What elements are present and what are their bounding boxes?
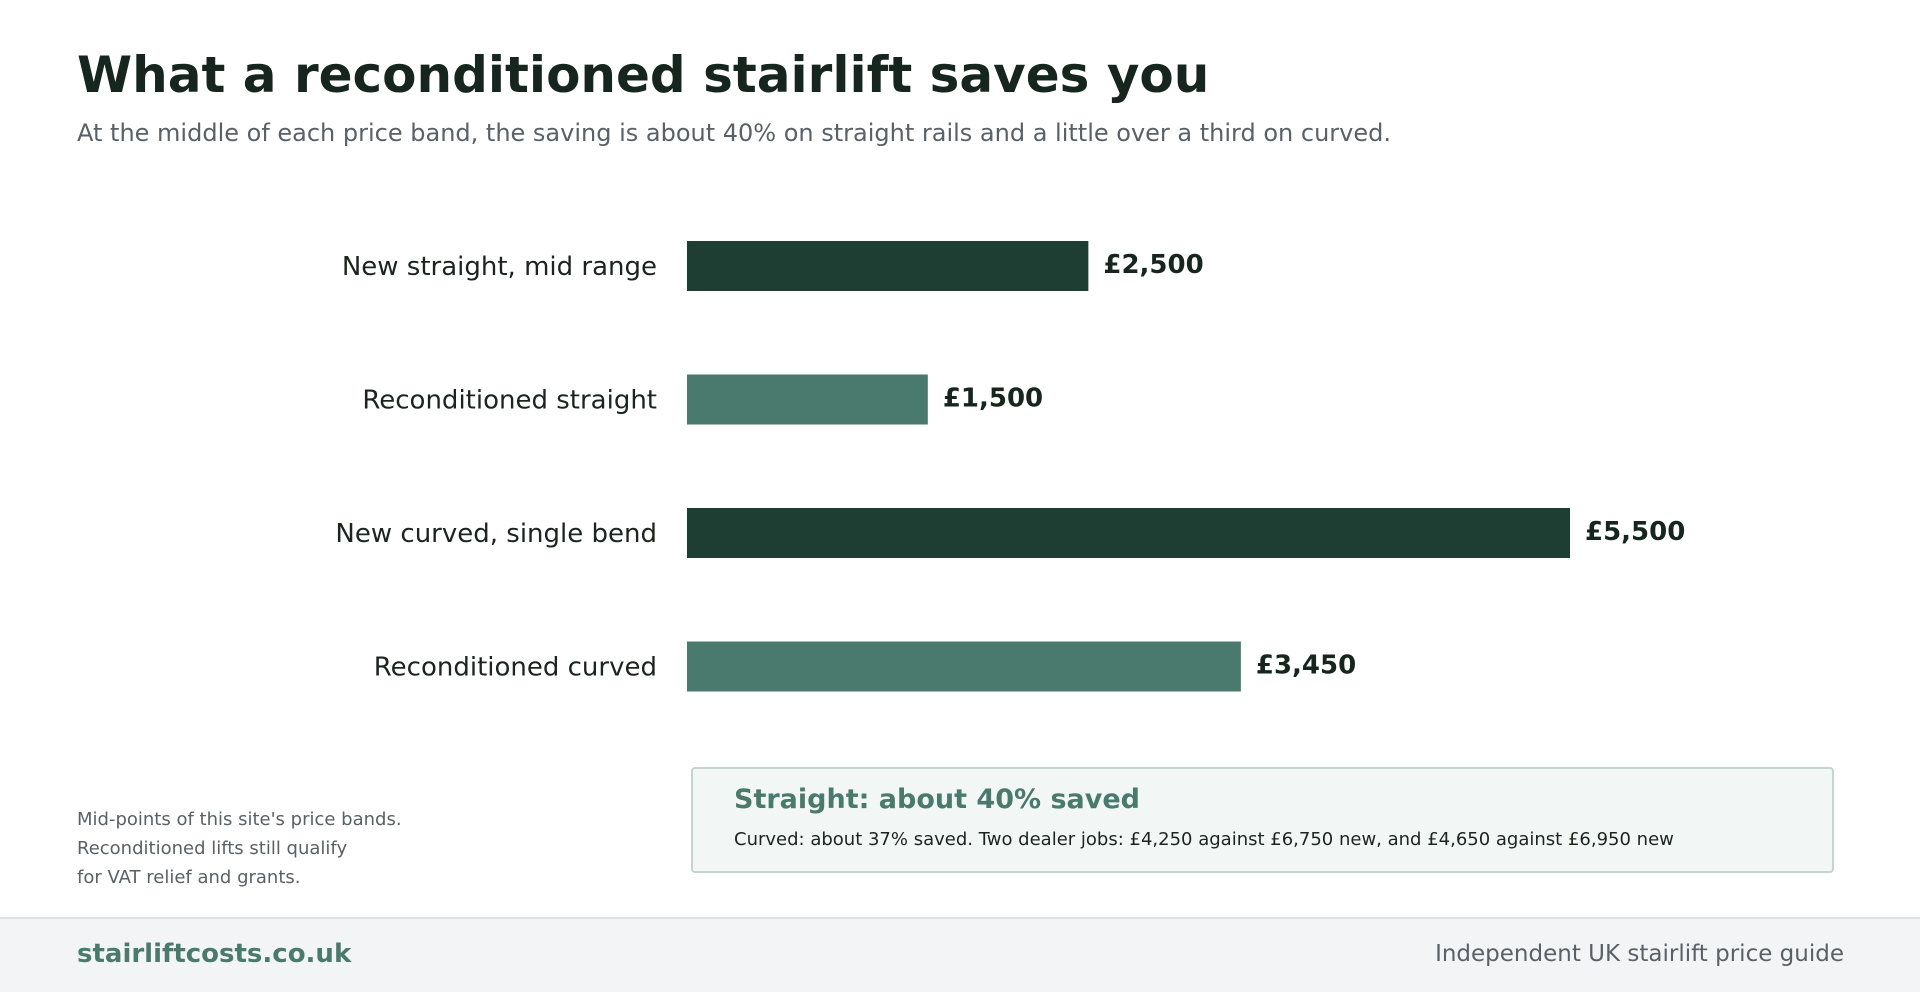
callout-heading: Straight: about 40% saved xyxy=(734,784,1140,815)
bar-value-label: £5,500 xyxy=(1585,517,1685,547)
footer: stairliftcosts.co.uk Independent UK stai… xyxy=(0,917,1920,992)
bar xyxy=(687,374,928,425)
bar xyxy=(687,508,1570,558)
footnote: Mid-points of this site's price bands. R… xyxy=(77,805,477,892)
page-subtitle: At the middle of each price band, the sa… xyxy=(77,119,1391,147)
category-label: New curved, single bend xyxy=(335,519,657,549)
bar xyxy=(687,241,1089,291)
bar-chart: New straight, mid range £2,500 Recondition… xyxy=(335,241,1685,692)
footnote-line: Reconditioned lifts still qualify xyxy=(77,838,348,859)
bar-value-label: £3,450 xyxy=(1256,651,1356,681)
page-title: What a reconditioned stairlift saves you xyxy=(77,46,1210,104)
bar-value-label: £2,500 xyxy=(1103,250,1203,280)
category-label: New straight, mid range xyxy=(342,252,657,282)
site-brand-link[interactable]: stairliftcosts.co.uk xyxy=(77,939,352,969)
category-label: Reconditioned curved xyxy=(374,653,657,683)
footnote-line: Mid-points of this site's price bands. xyxy=(77,809,402,830)
footer-tagline: Independent UK stairlift price guide xyxy=(1435,941,1844,967)
bar-value-label: £1,500 xyxy=(943,384,1043,414)
category-label: Reconditioned straight xyxy=(362,386,657,416)
callout-text: Curved: about 37% saved. Two dealer jobs… xyxy=(734,829,1674,850)
footnote-line: for VAT relief and grants. xyxy=(77,867,301,888)
savings-callout: Straight: about 40% saved Curved: about … xyxy=(691,767,1834,873)
bar xyxy=(687,641,1241,692)
